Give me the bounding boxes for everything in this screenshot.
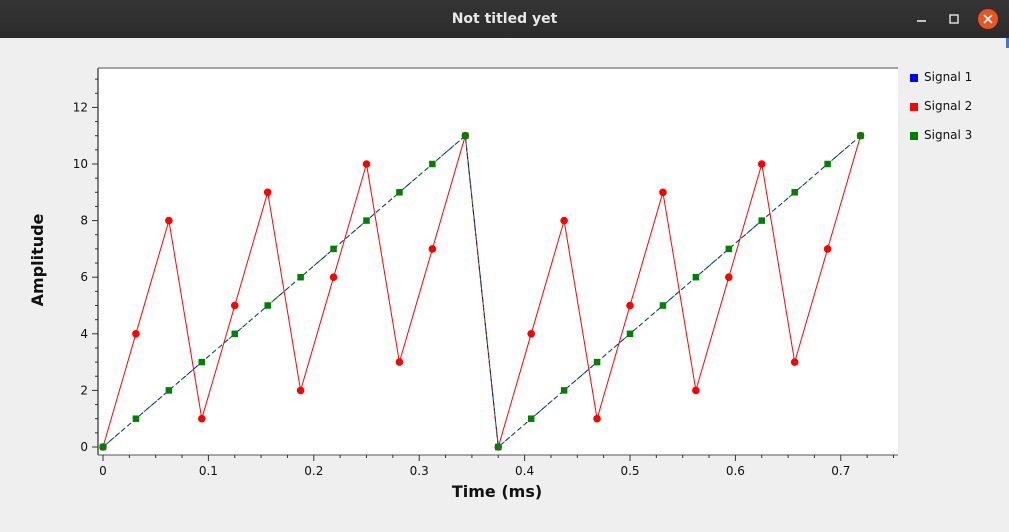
signal-2-point [823,245,832,253]
signal-3-point [791,189,798,196]
signal-3-point [725,245,733,253]
signal-2-point [527,330,535,338]
signal-3-point [758,217,765,224]
x-tick-label: 0.3 [410,464,429,478]
signal-2-point [198,414,206,423]
y-tick-label: 12 [73,100,88,114]
signal-2-point [626,301,634,310]
close-icon [978,9,998,29]
legend-swatch [910,103,918,111]
window-title: Not titled yet [451,11,558,27]
legend: Signal 1 Signal 2 Signal 3 [910,70,972,157]
y-tick-label: 10 [73,157,88,171]
legend-item-signal-1: Signal 1 [910,70,972,99]
x-tick-label: 0.5 [620,464,639,478]
y-axis-label: Amplitude [28,213,47,306]
x-tick-label: 0.6 [726,464,745,478]
signal-3-point [692,273,700,281]
signal-2-point [428,245,437,253]
signal-3-point [99,443,107,451]
legend-swatch [910,132,918,140]
plot-area [98,68,898,455]
y-tick-label: 2 [80,383,88,397]
legend-label: Signal 3 [924,128,973,142]
y-tick-label: 4 [80,327,88,341]
x-tick-label: 0.4 [515,464,534,478]
legend-swatch [910,74,918,82]
signal-3-point [297,273,304,281]
signal-3-point [429,160,436,168]
signal-3-point [132,415,140,422]
x-tick-label: 0.1 [199,464,218,478]
signal-2-point [692,386,700,395]
signal-3-point [593,358,601,366]
signal-2-point [230,301,239,310]
signal-1-line [102,134,861,449]
signal-3-point [659,302,667,309]
signal-2-point [395,358,404,366]
x-axis-label: Time (ms) [452,482,542,501]
signal-3-point [495,443,502,451]
signal-2-point [593,414,601,423]
signal-3-point [198,358,206,366]
legend-item-signal-2: Signal 2 [910,99,972,128]
x-tick-label: 0 [99,464,107,478]
signal-3-line [102,134,861,449]
y-tick-label: 6 [80,270,88,284]
close-button[interactable] [976,7,1000,31]
signal-2-point [757,160,766,168]
signal-3-point [231,330,238,338]
y-tick-label: 8 [80,214,88,228]
signal-3-point [165,387,173,394]
maximize-icon [949,14,959,24]
signal-3-point [363,217,370,224]
signal-3-point [626,330,634,338]
resize-handle[interactable] [1006,38,1009,48]
signal-2-point [659,188,667,197]
signal-3-point [264,302,271,309]
signal-3-point [396,189,403,196]
legend-label: Signal 1 [924,70,973,84]
x-tick-label: 0.2 [304,464,323,478]
signal-2-point [725,273,733,282]
minimize-icon [917,20,926,22]
signal-2-point [560,216,568,225]
signal-2-point [165,216,173,225]
signal-3-point [527,415,535,422]
minimize-button[interactable] [910,7,934,31]
signal-3-point [330,245,337,253]
signal-3-point [824,160,831,168]
legend-label: Signal 2 [924,99,973,113]
signal-2-point [263,188,272,197]
signal-2-point [362,160,371,168]
y-tick-label: 0 [80,440,88,454]
x-tick-label: 0.7 [831,464,850,478]
signal-2-point [790,358,799,366]
title-bar[interactable]: Not titled yet [0,0,1009,38]
maximize-button[interactable] [942,7,966,31]
signal-2-point [296,386,305,395]
signal-3-point [462,132,469,139]
signal-2-point [132,330,140,338]
signal-3-point [560,387,568,394]
legend-item-signal-3: Signal 3 [910,128,972,157]
signal-3-point [857,132,864,139]
signal-2-point [329,273,338,282]
